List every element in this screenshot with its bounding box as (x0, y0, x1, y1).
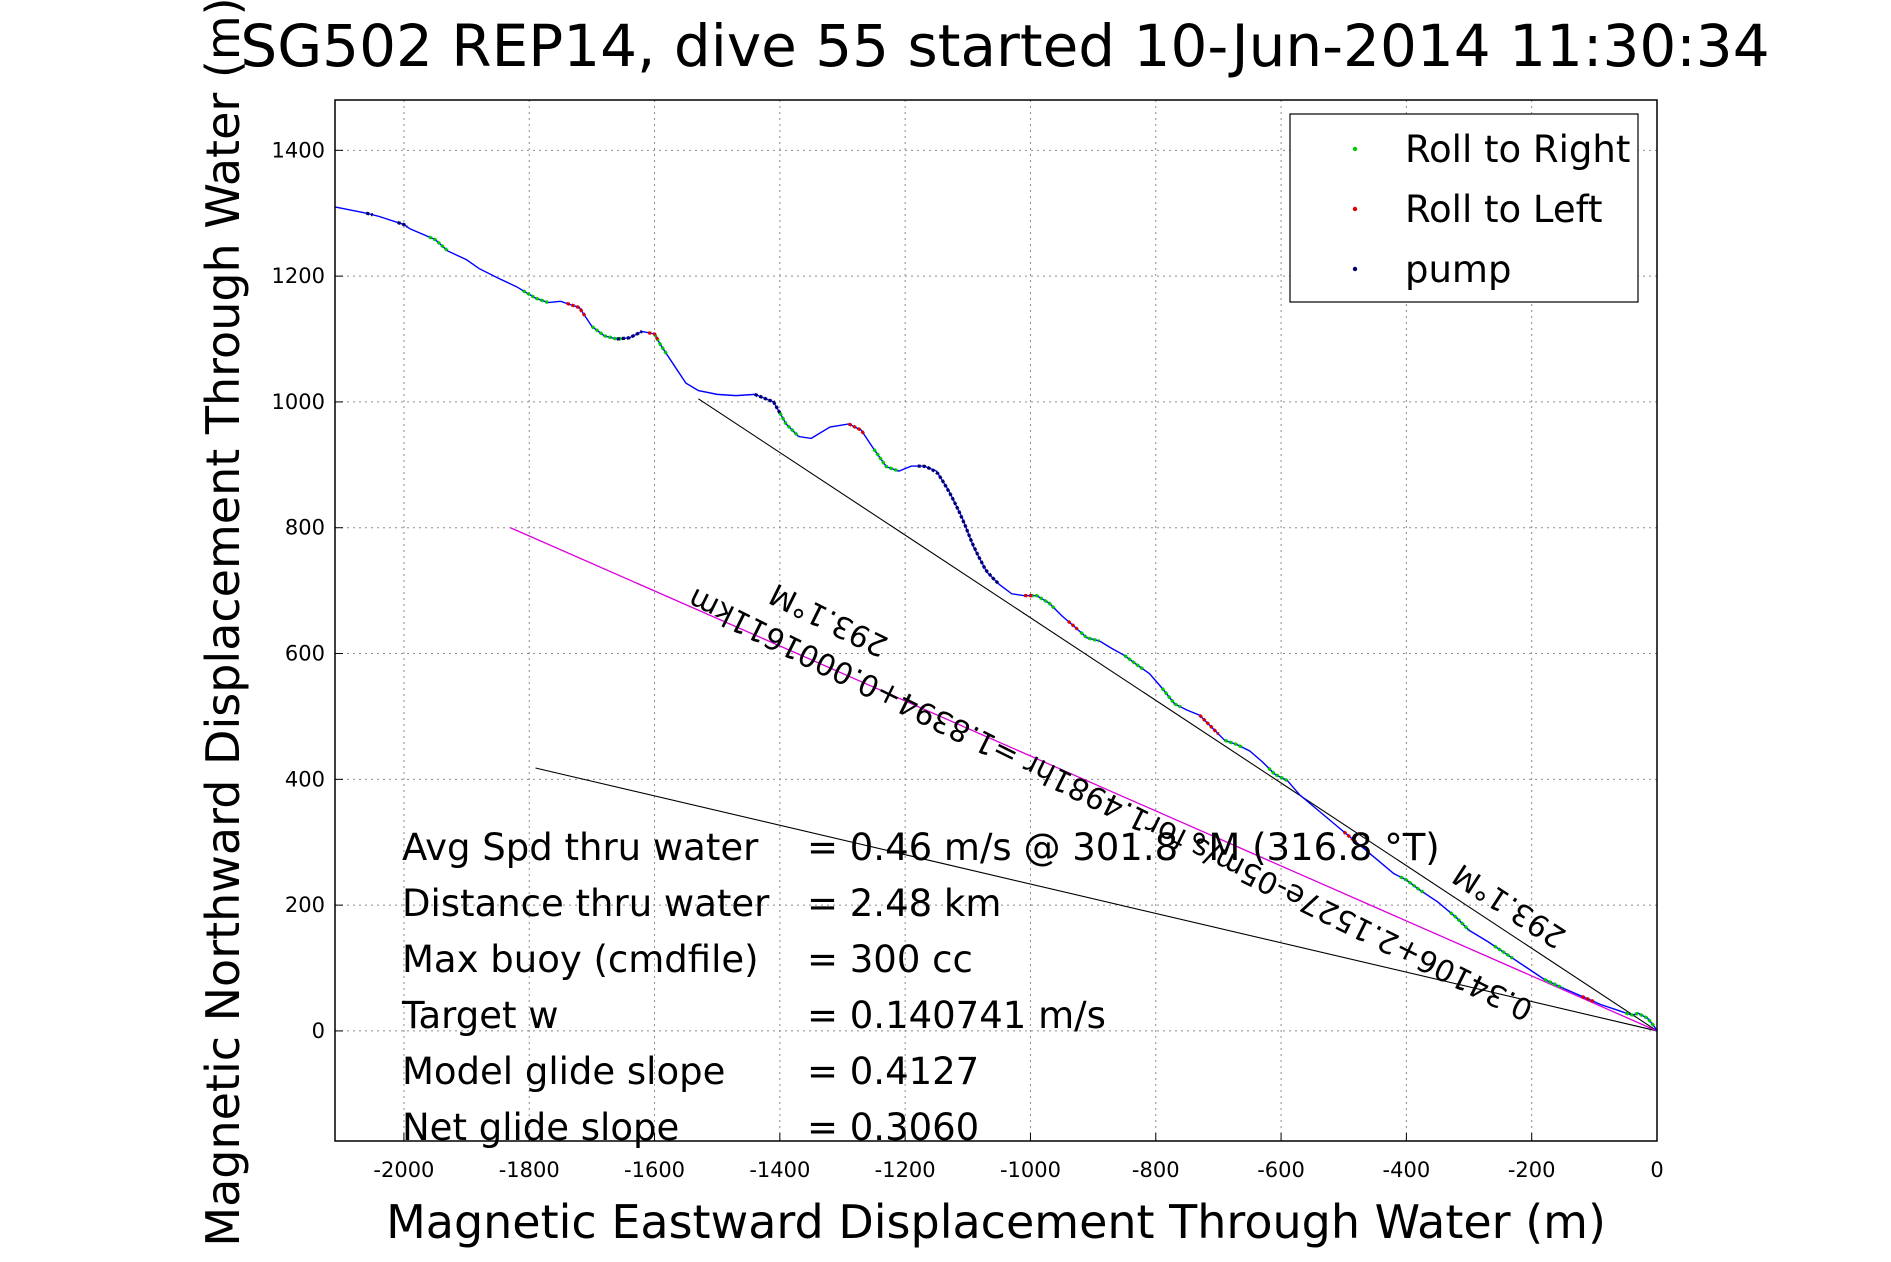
roll-left-segment (647, 331, 660, 341)
y-tick-label: 1000 (272, 390, 325, 414)
roll-left-segment (1581, 994, 1595, 1004)
x-tick-label: -200 (1508, 1158, 1556, 1182)
y-gridlines (335, 149, 1657, 1032)
roll-right-segment (1123, 654, 1145, 671)
roll-right-segment (1543, 977, 1564, 990)
plot-frame (334, 99, 1658, 1142)
y-tick-label: 1200 (272, 264, 325, 288)
roll-left-segment (1067, 619, 1079, 631)
legend-box (1289, 113, 1639, 303)
x-tick-label: -1400 (749, 1158, 810, 1182)
stat-value: = 300 cc (807, 938, 973, 981)
y-tick-label: 1400 (272, 138, 325, 162)
stat-label: Avg Spd thru water (402, 826, 759, 869)
x-tick-label: -800 (1132, 1158, 1180, 1182)
roll-left-segment (1198, 714, 1220, 736)
stat-label: Model glide slope (402, 1050, 725, 1093)
y-tick-label: 400 (285, 767, 325, 791)
roll-left-segment (848, 422, 866, 436)
roll-right-segment (872, 448, 900, 473)
pump-segment (397, 220, 408, 229)
x-tick-label: -1200 (875, 1158, 936, 1182)
roll-left-segment (1342, 830, 1358, 844)
x-tick-label: -2000 (373, 1158, 434, 1182)
x-tick-label: -1000 (1000, 1158, 1061, 1182)
y-tick-label: 0 (312, 1019, 325, 1043)
legend-marker (1352, 206, 1358, 212)
stats-block: Avg Spd thru water = 0.46 m/s @ 301.8 °M … (401, 826, 1440, 1149)
stat-label: Net glide slope (402, 1106, 679, 1149)
series-layer (334, 206, 1658, 1032)
stat-value: = 0.46 m/s @ 301.8 °M (316.8 °T) (807, 826, 1440, 869)
x-tick-label: -1600 (624, 1158, 685, 1182)
y-tick-label: 800 (285, 516, 325, 540)
stat-value: = 2.48 km (807, 882, 1001, 925)
legend: Roll to Right Roll to Left pump (1289, 113, 1639, 303)
stat-label: Distance thru water (402, 882, 770, 925)
x-tick-label: -400 (1383, 1158, 1431, 1182)
x-tick-label: -1800 (499, 1158, 560, 1182)
stat-value: = 0.4127 (807, 1050, 979, 1093)
y-tick-label: 600 (285, 642, 325, 666)
y-axis-label: Magnetic Northward Displacement Through … (196, 0, 250, 1247)
roll-right-segment (653, 333, 669, 356)
legend-marker (1352, 266, 1358, 272)
legend-marker (1352, 146, 1358, 152)
roll-right-segment (428, 235, 449, 253)
roll-right-segment (590, 325, 624, 341)
chart-title: SG502 REP14, dive 55 started 10-Jun-2014… (240, 12, 1769, 80)
fit-line (510, 527, 1658, 1032)
roll-right-segment (1399, 875, 1427, 895)
heading-line (535, 767, 1658, 1032)
roll-right-segment (1160, 687, 1182, 709)
roll-right-segment (1079, 630, 1100, 643)
stat-value: = 0.3060 (807, 1106, 979, 1149)
x-tick-label: -600 (1257, 1158, 1305, 1182)
pump-segment (365, 211, 373, 217)
roll-right-segment (1224, 738, 1245, 750)
x-axis-ticks: -2000 -1800 -1600 -1400 -1200 -1000 -800 -600 -4… (373, 1133, 1664, 1182)
roll-right-segment (778, 412, 800, 438)
legend-label: Roll to Left (1405, 188, 1603, 231)
legend-label: Roll to Right (1405, 128, 1630, 171)
heading-lines (535, 398, 1658, 1032)
roll-right-segment (1493, 944, 1514, 960)
roll-right-segment (1625, 1011, 1656, 1027)
y-tick-label: 200 (285, 893, 325, 917)
stat-label: Max buoy (cmdfile) (402, 938, 759, 981)
roll-right-segment (1267, 766, 1289, 783)
legend-label: pump (1405, 248, 1511, 291)
pump-segment (616, 330, 643, 341)
stat-value: = 0.140741 m/s (807, 994, 1106, 1037)
x-axis-label: Magnetic Eastward Displacement Through W… (386, 1195, 1606, 1249)
roll-right-segment (1449, 911, 1471, 932)
x-tick-label: 0 (1650, 1158, 1663, 1182)
stat-label: Target w (401, 994, 559, 1037)
heading-line (698, 398, 1658, 1032)
y-axis-ticks: 0 200 400 600 800 1000 1200 1400 (272, 138, 343, 1043)
